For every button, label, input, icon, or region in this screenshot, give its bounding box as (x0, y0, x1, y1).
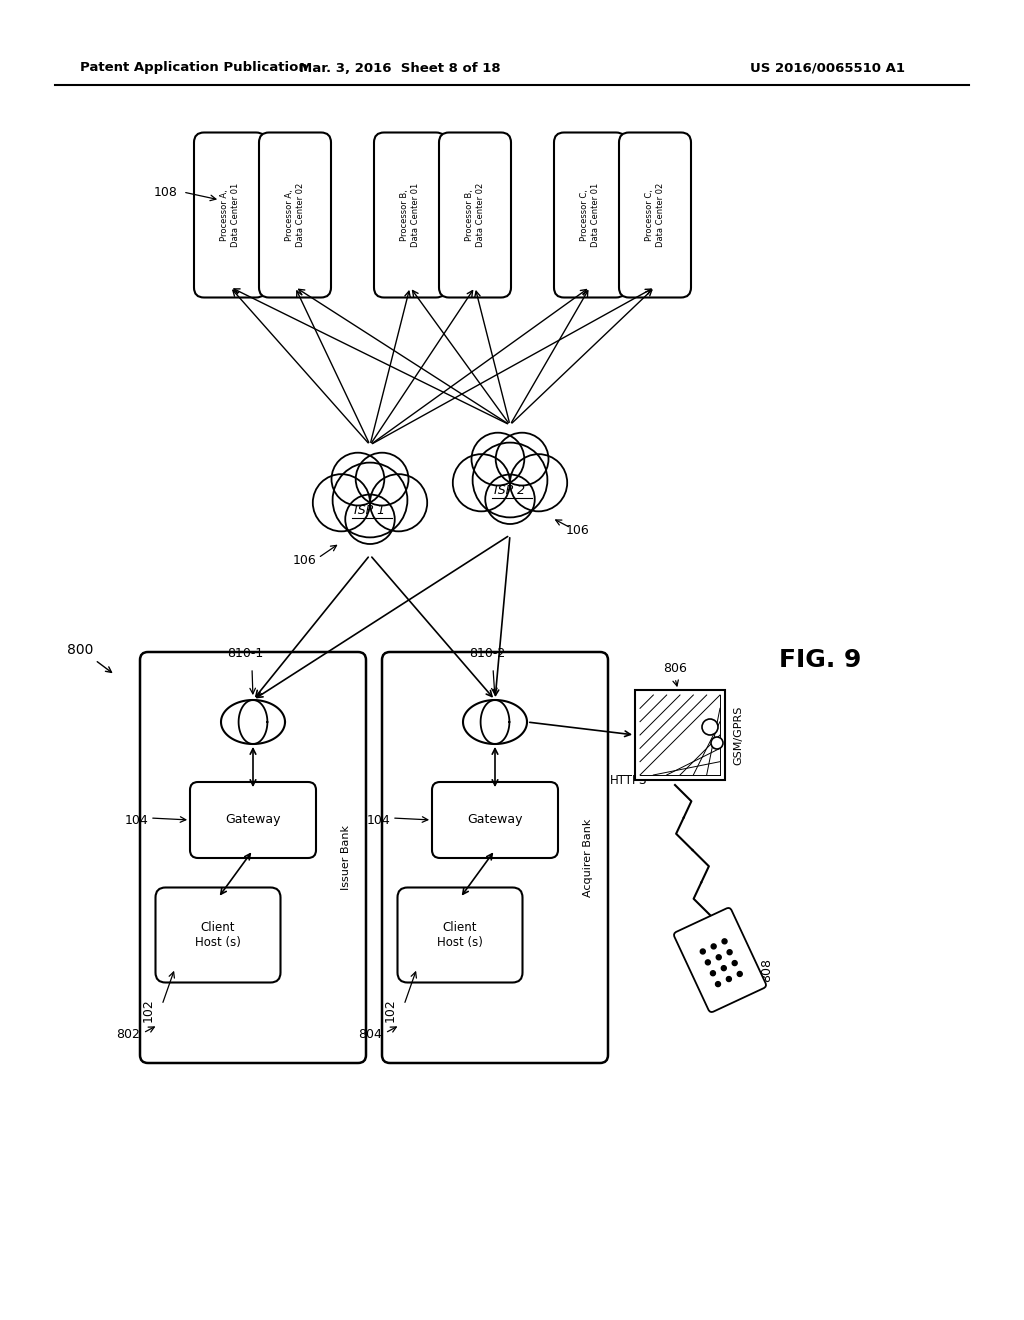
Text: 102: 102 (384, 998, 397, 1022)
Circle shape (722, 939, 727, 944)
Circle shape (473, 442, 548, 517)
Text: Processor B,
Data Center 02: Processor B, Data Center 02 (465, 183, 484, 247)
Text: Patent Application Publication: Patent Application Publication (80, 62, 308, 74)
Text: US 2016/0065510 A1: US 2016/0065510 A1 (750, 62, 905, 74)
Text: 102: 102 (142, 998, 155, 1022)
FancyBboxPatch shape (190, 781, 316, 858)
Text: ISP 1: ISP 1 (354, 503, 386, 516)
Circle shape (312, 474, 370, 532)
FancyBboxPatch shape (439, 132, 511, 297)
FancyBboxPatch shape (397, 887, 522, 982)
FancyBboxPatch shape (374, 132, 446, 297)
Text: Processor A,
Data Center 01: Processor A, Data Center 01 (220, 183, 240, 247)
Circle shape (485, 474, 535, 524)
Circle shape (332, 453, 384, 506)
Circle shape (370, 474, 427, 532)
Circle shape (702, 719, 718, 735)
FancyBboxPatch shape (140, 652, 366, 1063)
FancyBboxPatch shape (156, 887, 281, 982)
Circle shape (711, 970, 716, 975)
Circle shape (496, 433, 549, 486)
FancyBboxPatch shape (674, 908, 766, 1012)
Circle shape (721, 966, 726, 970)
Text: Processor A,
Data Center 02: Processor A, Data Center 02 (286, 183, 305, 247)
Text: ISP 2: ISP 2 (495, 483, 525, 496)
Text: 106: 106 (566, 524, 590, 536)
Text: 810-1: 810-1 (227, 647, 263, 660)
FancyBboxPatch shape (432, 781, 558, 858)
FancyBboxPatch shape (194, 132, 266, 297)
Text: 806: 806 (664, 663, 687, 675)
Text: Issuer Bank: Issuer Bank (341, 825, 351, 890)
Text: 808: 808 (760, 958, 773, 982)
Circle shape (706, 960, 711, 965)
Text: 106: 106 (293, 553, 316, 566)
Polygon shape (463, 700, 527, 744)
Text: Processor B,
Data Center 01: Processor B, Data Center 01 (400, 183, 420, 247)
Circle shape (345, 495, 394, 544)
Text: 804: 804 (358, 1028, 382, 1041)
Circle shape (700, 949, 706, 954)
Circle shape (711, 737, 723, 748)
Text: Processor C,
Data Center 02: Processor C, Data Center 02 (645, 183, 665, 247)
Text: Client
Host (s): Client Host (s) (437, 921, 483, 949)
Circle shape (737, 972, 742, 977)
Circle shape (732, 961, 737, 966)
FancyBboxPatch shape (382, 652, 608, 1063)
Text: 800: 800 (67, 643, 93, 657)
FancyBboxPatch shape (259, 132, 331, 297)
Text: Processor C,
Data Center 01: Processor C, Data Center 01 (581, 183, 600, 247)
Text: Gateway: Gateway (225, 813, 281, 826)
Circle shape (716, 954, 721, 960)
Circle shape (510, 454, 567, 511)
Circle shape (355, 453, 409, 506)
Text: 104: 104 (124, 813, 148, 826)
Circle shape (726, 977, 731, 982)
Polygon shape (221, 700, 285, 744)
Text: Gateway: Gateway (467, 813, 522, 826)
Circle shape (716, 982, 721, 986)
Circle shape (333, 462, 408, 537)
Circle shape (727, 949, 732, 954)
FancyBboxPatch shape (618, 132, 691, 297)
Text: HTTPS: HTTPS (610, 774, 647, 787)
Bar (635, 690, 725, 780)
Text: 104: 104 (367, 813, 390, 826)
FancyBboxPatch shape (554, 132, 626, 297)
Circle shape (453, 454, 510, 511)
Text: Client
Host (s): Client Host (s) (195, 921, 241, 949)
Circle shape (711, 944, 716, 949)
Text: 108: 108 (155, 186, 178, 198)
Circle shape (471, 433, 524, 486)
Text: 802: 802 (116, 1028, 140, 1041)
Text: FIG. 9: FIG. 9 (779, 648, 861, 672)
Text: GSM/GPRS: GSM/GPRS (733, 705, 743, 764)
Text: Acquirer Bank: Acquirer Bank (583, 818, 593, 896)
Text: Mar. 3, 2016  Sheet 8 of 18: Mar. 3, 2016 Sheet 8 of 18 (299, 62, 501, 74)
Text: 810-2: 810-2 (469, 647, 505, 660)
